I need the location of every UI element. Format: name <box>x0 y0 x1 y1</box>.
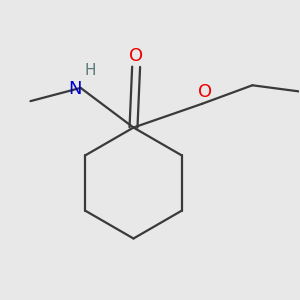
Text: H: H <box>84 63 96 78</box>
Text: N: N <box>69 80 82 98</box>
Text: O: O <box>129 47 143 65</box>
Text: O: O <box>198 83 212 101</box>
